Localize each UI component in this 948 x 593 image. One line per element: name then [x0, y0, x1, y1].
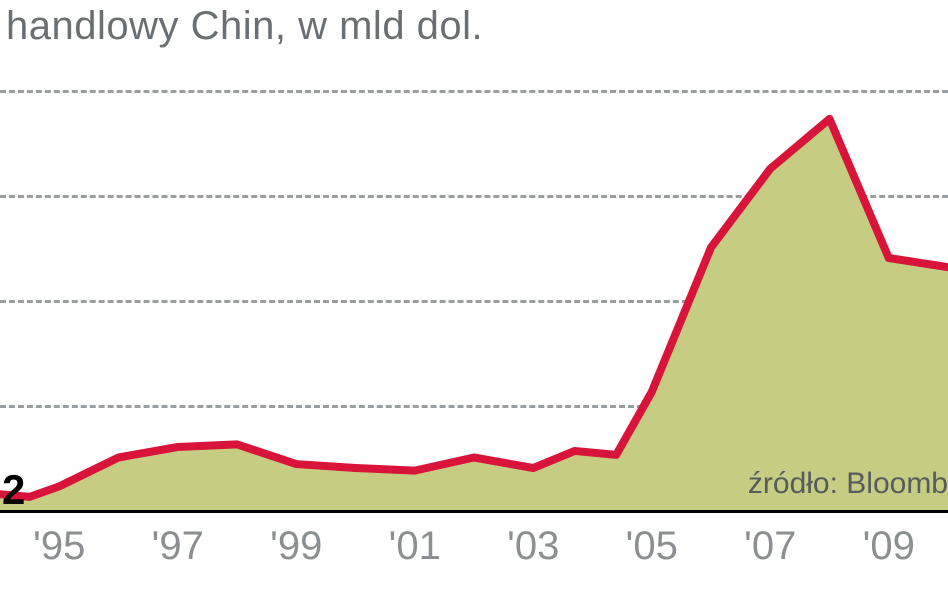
x-tick-label: '95 [33, 524, 85, 569]
x-tick-label: '99 [270, 524, 322, 569]
chart-svg [0, 90, 948, 516]
x-tick-label: '03 [507, 524, 559, 569]
y-left-label: 2 [2, 466, 25, 514]
chart-title: handlowy Chin, w mld dol. [6, 4, 483, 49]
x-labels-row: '95 '97 '99 '01 '03 '05 '07 '09 [0, 524, 948, 584]
source-label: źródło: Bloomb [748, 467, 948, 501]
x-tick-label: '07 [744, 524, 796, 569]
x-tick-label: '05 [626, 524, 678, 569]
x-tick-label: '09 [863, 524, 915, 569]
x-tick-label: '01 [389, 524, 441, 569]
x-tick-label: '97 [152, 524, 204, 569]
